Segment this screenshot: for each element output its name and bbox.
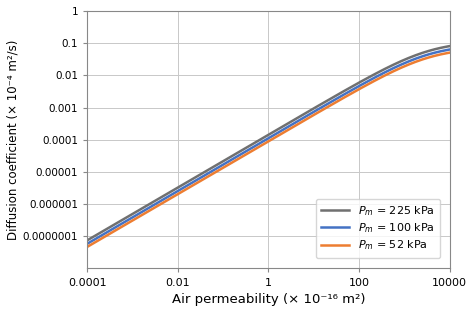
$P_m$ = 52 kPa (244, 152, 250, 156)
$P_m$ = 225 kPa (374, 71, 379, 75)
$P_m$ = 225 kPa (333, 94, 339, 97)
$P_m$ = 225 kPa (447, 44, 452, 48)
Legend: $P_m$ = 225 kPa, $P_m$ = 100 kPa, $P_m$ = 52 kPa: $P_m$ = 225 kPa, $P_m$ = 100 kPa, $P_m$ … (316, 198, 440, 258)
$P_m$ = 225 kPa (84, 239, 90, 242)
$P_m$ = 52 kPa (367, 81, 373, 85)
$P_m$ = 100 kPa (374, 75, 379, 79)
$P_m$ = 100 kPa (333, 97, 339, 101)
$P_m$ = 225 kPa (121, 217, 127, 221)
Y-axis label: Diffusion coefficient (× 10⁻⁴ m²/s): Diffusion coefficient (× 10⁻⁴ m²/s) (7, 39, 20, 240)
Line: $P_m$ = 100 kPa: $P_m$ = 100 kPa (87, 49, 449, 244)
$P_m$ = 225 kPa (231, 153, 237, 157)
$P_m$ = 52 kPa (231, 160, 237, 163)
$P_m$ = 100 kPa (244, 149, 250, 153)
$P_m$ = 225 kPa (244, 146, 250, 149)
$P_m$ = 52 kPa (121, 223, 127, 227)
$P_m$ = 100 kPa (231, 156, 237, 160)
$P_m$ = 52 kPa (84, 245, 90, 249)
$P_m$ = 52 kPa (447, 51, 452, 54)
$P_m$ = 52 kPa (374, 78, 379, 82)
$P_m$ = 225 kPa (367, 75, 373, 79)
$P_m$ = 100 kPa (447, 48, 452, 51)
Line: $P_m$ = 52 kPa: $P_m$ = 52 kPa (87, 53, 449, 247)
$P_m$ = 100 kPa (121, 220, 127, 224)
X-axis label: Air permeability (× 10⁻¹⁶ m²): Air permeability (× 10⁻¹⁶ m²) (172, 293, 365, 306)
$P_m$ = 100 kPa (367, 78, 373, 82)
$P_m$ = 100 kPa (84, 242, 90, 246)
$P_m$ = 52 kPa (333, 100, 339, 104)
Line: $P_m$ = 225 kPa: $P_m$ = 225 kPa (87, 46, 449, 240)
